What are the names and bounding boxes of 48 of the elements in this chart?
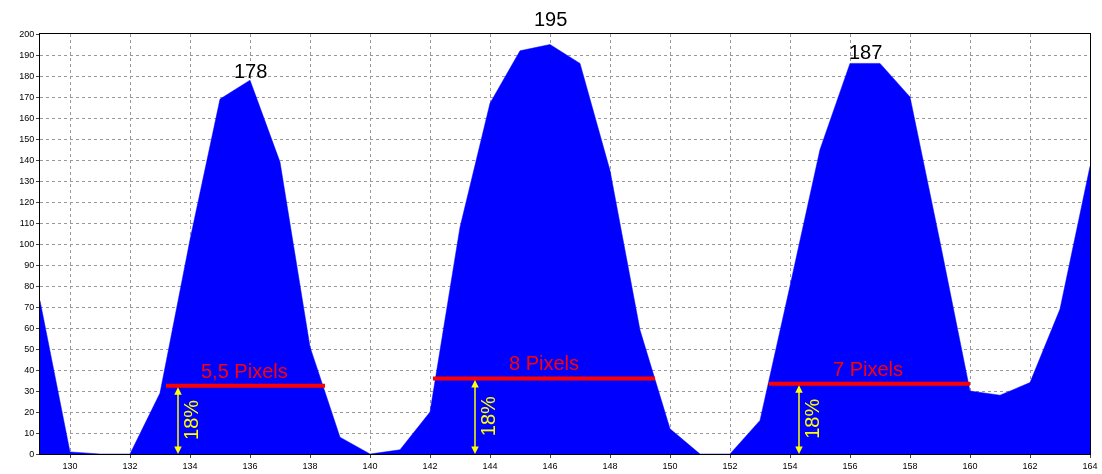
x-tick-label: 162 [1022,460,1038,471]
y-tick-label: 100 [19,239,35,250]
x-tick-label: 132 [122,460,138,471]
y-tick-label: 200 [19,29,35,40]
annotation: 18% [180,399,203,440]
x-tick-label: 130 [62,460,78,471]
y-tick-label: 0 [29,449,35,460]
y-tick-label: 180 [19,71,35,82]
y-tick-label: 50 [24,344,35,355]
x-tick-label: 160 [962,460,978,471]
x-tick-label: 156 [842,460,858,471]
x-tick-label: 152 [722,460,738,471]
y-tick-label: 80 [24,281,35,292]
y-tick-label: 120 [19,197,35,208]
y-tick-label: 150 [19,134,35,145]
x-tick-label: 134 [182,460,198,471]
y-tick-label: 10 [24,428,35,439]
annotation: 18% [801,398,824,439]
x-tick-label: 136 [242,460,258,471]
y-tick-label: 130 [19,176,35,187]
y-tick-label: 70 [24,302,35,313]
x-tick-label: 146 [542,460,558,471]
annotation: 195 [534,8,568,30]
x-tick-label: 154 [782,460,798,471]
y-tick-label: 20 [24,407,35,418]
y-tick-label: 110 [19,218,35,229]
y-tick-label: 170 [19,92,35,103]
annotation: 5,5 Pixels [201,360,288,382]
annotation: 8 Pixels [509,352,580,374]
y-tick-label: 60 [24,323,35,334]
y-tick-label: 40 [24,365,35,376]
y-tick-label: 190 [19,50,35,61]
x-tick-label: 158 [902,460,918,471]
x-tick-label: 144 [482,460,498,471]
annotation: 7 Pixels [833,358,904,380]
x-tick-label: 142 [422,460,438,471]
x-tick-label: 140 [362,460,378,471]
y-tick-label: 90 [24,260,35,271]
y-tick-label: 140 [19,155,35,166]
annotation: 178 [234,60,268,82]
y-tick-label: 160 [19,113,35,124]
x-tick-label: 164 [1082,460,1098,471]
x-tick-label: 148 [602,460,618,471]
x-tick-label: 150 [662,460,678,471]
annotation: 18% [476,395,499,437]
annotation: 187 [849,41,883,63]
x-tick-label: 138 [302,460,318,471]
y-tick-label: 30 [24,386,35,397]
